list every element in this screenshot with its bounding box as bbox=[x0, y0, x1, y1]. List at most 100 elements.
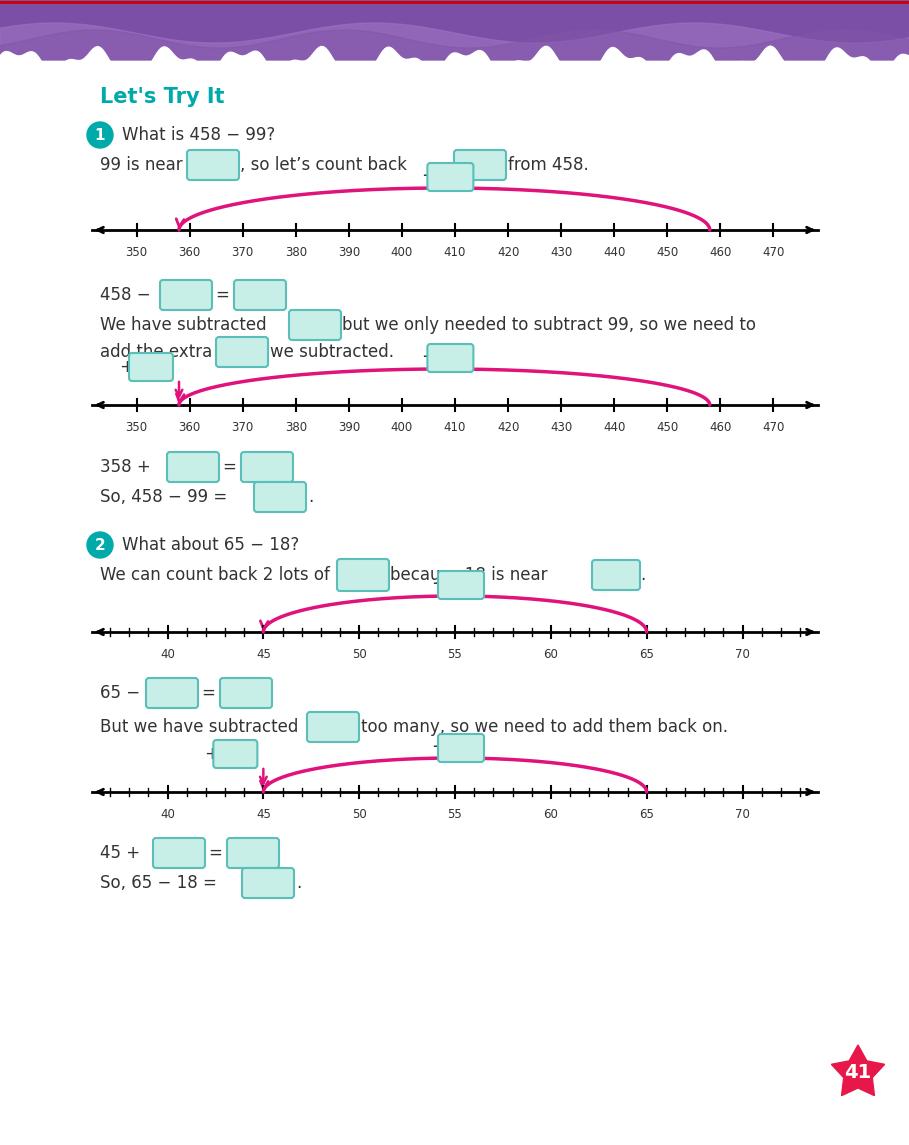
Bar bbox=[0, 1093, 909, 1145]
Text: What is 458 − 99?: What is 458 − 99? bbox=[122, 126, 275, 144]
Text: We have subtracted: We have subtracted bbox=[100, 316, 266, 334]
Text: 55: 55 bbox=[447, 808, 463, 821]
FancyBboxPatch shape bbox=[214, 740, 257, 768]
Text: 65: 65 bbox=[639, 808, 654, 821]
Text: 45 +: 45 + bbox=[100, 844, 140, 862]
Text: 65: 65 bbox=[639, 648, 654, 661]
FancyBboxPatch shape bbox=[160, 281, 212, 310]
FancyBboxPatch shape bbox=[80, 740, 828, 838]
Text: 55: 55 bbox=[447, 648, 463, 661]
Circle shape bbox=[87, 123, 113, 148]
FancyBboxPatch shape bbox=[427, 344, 474, 372]
Text: 420: 420 bbox=[497, 421, 519, 434]
Text: because 18 is near: because 18 is near bbox=[390, 566, 547, 584]
Text: 8/11/17  8:59 AM: 8/11/17 8:59 AM bbox=[811, 1115, 894, 1126]
Text: +: + bbox=[204, 745, 219, 763]
FancyBboxPatch shape bbox=[242, 868, 294, 898]
Text: , so let’s count back: , so let’s count back bbox=[240, 156, 407, 174]
Text: So, 65 − 18 =: So, 65 − 18 = bbox=[100, 874, 217, 892]
Text: 440: 440 bbox=[603, 421, 625, 434]
FancyBboxPatch shape bbox=[146, 678, 198, 708]
FancyBboxPatch shape bbox=[254, 482, 306, 512]
Text: −: − bbox=[432, 575, 446, 593]
Text: but we only needed to subtract 99, so we need to: but we only needed to subtract 99, so we… bbox=[342, 316, 756, 334]
Text: 400: 400 bbox=[391, 246, 413, 259]
Text: 45: 45 bbox=[256, 808, 271, 821]
Text: 430: 430 bbox=[550, 421, 573, 434]
Text: 65 −: 65 − bbox=[100, 684, 140, 702]
FancyBboxPatch shape bbox=[80, 358, 828, 450]
FancyBboxPatch shape bbox=[129, 353, 173, 381]
Text: 70: 70 bbox=[735, 808, 750, 821]
Text: 450: 450 bbox=[656, 421, 678, 434]
Text: 430: 430 bbox=[550, 246, 573, 259]
Text: =: = bbox=[215, 286, 229, 305]
Text: 350: 350 bbox=[125, 246, 147, 259]
Text: 50: 50 bbox=[352, 808, 366, 821]
Text: What about 65 − 18?: What about 65 − 18? bbox=[122, 536, 299, 554]
FancyBboxPatch shape bbox=[216, 337, 268, 368]
Text: =: = bbox=[208, 844, 222, 862]
FancyBboxPatch shape bbox=[80, 581, 828, 678]
Text: MM G5 SB 5PP.indb  41: MM G5 SB 5PP.indb 41 bbox=[15, 1115, 127, 1126]
Text: 458 −: 458 − bbox=[100, 286, 151, 305]
Text: 450: 450 bbox=[656, 246, 678, 259]
Text: 40: 40 bbox=[160, 648, 175, 661]
FancyBboxPatch shape bbox=[234, 281, 286, 310]
FancyBboxPatch shape bbox=[592, 560, 640, 590]
Text: 70: 70 bbox=[735, 648, 750, 661]
Text: −: − bbox=[421, 348, 436, 366]
Text: .: . bbox=[296, 874, 301, 892]
Text: 460: 460 bbox=[709, 246, 732, 259]
Text: So, 458 − 99 =: So, 458 − 99 = bbox=[100, 488, 227, 506]
Text: 470: 470 bbox=[763, 421, 784, 434]
Text: 60: 60 bbox=[544, 808, 558, 821]
FancyBboxPatch shape bbox=[167, 452, 219, 482]
Text: .: . bbox=[308, 488, 314, 506]
FancyBboxPatch shape bbox=[220, 678, 272, 708]
Text: 440: 440 bbox=[603, 246, 625, 259]
Text: 358 +: 358 + bbox=[100, 458, 151, 476]
Text: =: = bbox=[201, 684, 215, 702]
Text: 420: 420 bbox=[497, 246, 519, 259]
FancyBboxPatch shape bbox=[80, 180, 828, 278]
Text: 40: 40 bbox=[160, 808, 175, 821]
Text: 410: 410 bbox=[444, 246, 466, 259]
FancyBboxPatch shape bbox=[438, 571, 484, 599]
Text: 2: 2 bbox=[95, 537, 105, 553]
FancyBboxPatch shape bbox=[227, 838, 279, 868]
Text: 1: 1 bbox=[95, 127, 105, 142]
Text: 99 is near: 99 is near bbox=[100, 156, 183, 174]
Text: 400: 400 bbox=[391, 421, 413, 434]
Text: 41: 41 bbox=[844, 1064, 872, 1082]
FancyBboxPatch shape bbox=[427, 163, 474, 191]
Text: 350: 350 bbox=[125, 421, 147, 434]
Text: we subtracted.: we subtracted. bbox=[270, 344, 394, 361]
Polygon shape bbox=[832, 1045, 884, 1096]
Text: −: − bbox=[432, 739, 446, 756]
Text: 470: 470 bbox=[763, 246, 784, 259]
Text: =: = bbox=[222, 458, 235, 476]
Text: Let's Try It: Let's Try It bbox=[100, 87, 225, 106]
Text: 380: 380 bbox=[285, 246, 307, 259]
Text: 390: 390 bbox=[338, 246, 360, 259]
Bar bbox=[0, 0, 909, 60]
Text: 360: 360 bbox=[178, 246, 201, 259]
Text: 390: 390 bbox=[338, 421, 360, 434]
Text: from 458.: from 458. bbox=[508, 156, 589, 174]
Text: add the extra: add the extra bbox=[100, 344, 212, 361]
FancyBboxPatch shape bbox=[187, 150, 239, 180]
Text: −: − bbox=[421, 167, 436, 185]
FancyBboxPatch shape bbox=[153, 838, 205, 868]
Text: 380: 380 bbox=[285, 421, 307, 434]
Text: We can count back 2 lots of: We can count back 2 lots of bbox=[100, 566, 330, 584]
Text: 50: 50 bbox=[352, 648, 366, 661]
FancyBboxPatch shape bbox=[289, 310, 341, 340]
Text: too many, so we need to add them back on.: too many, so we need to add them back on… bbox=[361, 718, 728, 736]
Text: 45: 45 bbox=[256, 648, 271, 661]
Circle shape bbox=[87, 532, 113, 558]
Text: .: . bbox=[640, 566, 645, 584]
Text: But we have subtracted: But we have subtracted bbox=[100, 718, 298, 736]
FancyBboxPatch shape bbox=[438, 734, 484, 763]
Text: 460: 460 bbox=[709, 421, 732, 434]
